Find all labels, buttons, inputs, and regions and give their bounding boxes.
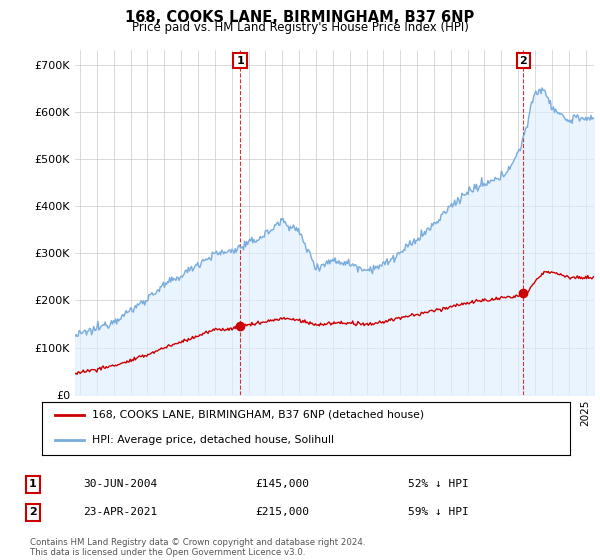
- Text: HPI: Average price, detached house, Solihull: HPI: Average price, detached house, Soli…: [92, 435, 334, 445]
- Text: 1: 1: [236, 55, 244, 66]
- Text: £215,000: £215,000: [255, 507, 309, 517]
- Text: 30-JUN-2004: 30-JUN-2004: [83, 479, 157, 489]
- Text: 2: 2: [29, 507, 37, 517]
- Text: 59% ↓ HPI: 59% ↓ HPI: [407, 507, 469, 517]
- Text: 1: 1: [29, 479, 37, 489]
- Text: 52% ↓ HPI: 52% ↓ HPI: [407, 479, 469, 489]
- Text: 23-APR-2021: 23-APR-2021: [83, 507, 157, 517]
- Text: 168, COOKS LANE, BIRMINGHAM, B37 6NP (detached house): 168, COOKS LANE, BIRMINGHAM, B37 6NP (de…: [92, 410, 424, 420]
- Text: £145,000: £145,000: [255, 479, 309, 489]
- Text: 168, COOKS LANE, BIRMINGHAM, B37 6NP: 168, COOKS LANE, BIRMINGHAM, B37 6NP: [125, 10, 475, 25]
- Text: Price paid vs. HM Land Registry's House Price Index (HPI): Price paid vs. HM Land Registry's House …: [131, 21, 469, 34]
- Text: Contains HM Land Registry data © Crown copyright and database right 2024.
This d: Contains HM Land Registry data © Crown c…: [30, 538, 365, 557]
- Text: 2: 2: [520, 55, 527, 66]
